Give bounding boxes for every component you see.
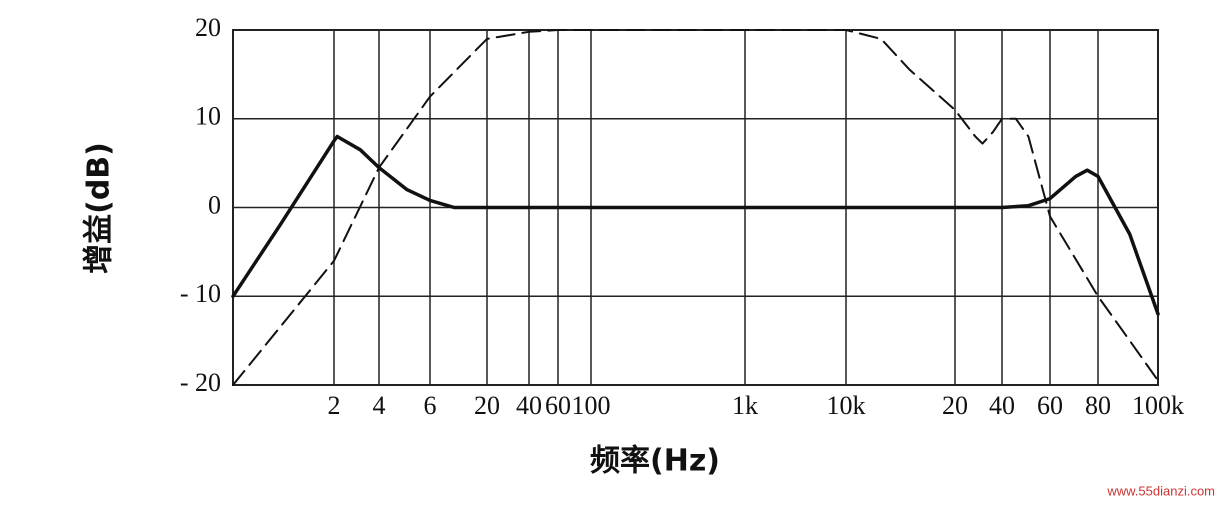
x-tick-label: 20: [942, 391, 968, 420]
y-tick-label: - 20: [180, 368, 221, 397]
x-tick-label: 10k: [827, 391, 866, 420]
x-axis-label: 频率(Hz): [590, 444, 720, 479]
x-tick-label: 1k: [732, 391, 758, 420]
y-tick-label: 0: [208, 190, 221, 219]
x-tick-label: 100: [572, 391, 611, 420]
y-tick-label: 10: [195, 102, 221, 131]
y-tick-label: - 10: [180, 279, 221, 308]
x-tick-label: 60: [1037, 391, 1063, 420]
x-tick-label: 6: [424, 391, 437, 420]
x-tick-label: 2: [328, 391, 341, 420]
x-tick-label: 100k: [1132, 391, 1184, 420]
x-tick-label: 20: [474, 391, 500, 420]
x-tick-label: 40: [516, 391, 542, 420]
y-tick-label: 20: [195, 13, 221, 42]
watermark: www.55dianzi.com: [1106, 483, 1215, 498]
x-tick-label: 40: [989, 391, 1015, 420]
x-tick-label: 80: [1085, 391, 1111, 420]
line-series: [231, 134, 1160, 316]
y-axis-label: 增益(dB): [82, 142, 117, 274]
x-tick-label: 4: [373, 391, 386, 420]
x-tick-label: 60: [545, 391, 571, 420]
line-series: [232, 29, 1159, 386]
